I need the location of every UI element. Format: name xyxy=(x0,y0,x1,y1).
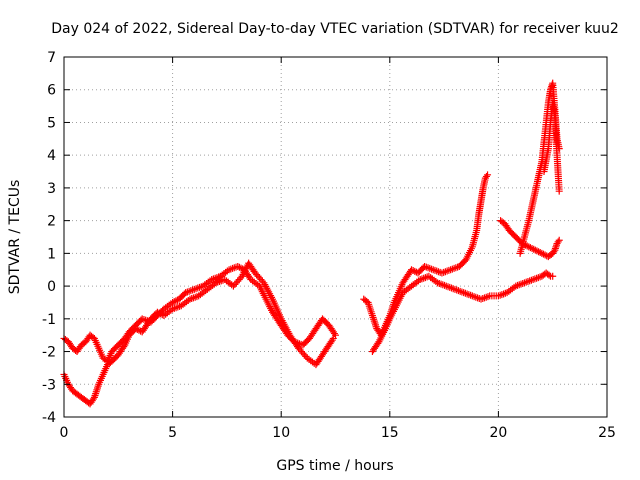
y-tick-label: -4 xyxy=(42,410,56,426)
data-point xyxy=(554,238,562,246)
y-tick-label: 6 xyxy=(47,83,56,99)
data-point xyxy=(535,248,543,256)
data-point xyxy=(482,172,490,180)
chart-title: Day 024 of 2022, Sidereal Day-to-day VTE… xyxy=(51,21,619,37)
data-point xyxy=(545,271,553,279)
series-track-E xyxy=(497,217,563,261)
data-point xyxy=(526,244,534,252)
x-tick-label: 10 xyxy=(272,425,290,441)
data-point xyxy=(555,236,563,244)
data-point xyxy=(132,325,140,333)
data-point xyxy=(555,187,563,195)
data-point xyxy=(330,330,338,338)
y-tick-label: 5 xyxy=(47,115,56,131)
series-track-D xyxy=(368,269,557,356)
x-tick-label: 20 xyxy=(489,425,507,441)
data-point xyxy=(533,247,541,255)
data-point xyxy=(120,343,128,351)
data-point xyxy=(530,245,538,253)
data-point xyxy=(374,339,382,347)
y-tick-label: 7 xyxy=(47,50,56,66)
data-point xyxy=(531,246,539,254)
y-tick-label: 0 xyxy=(47,279,56,295)
x-axis-label: GPS time / hours xyxy=(276,458,393,474)
data-point xyxy=(528,244,536,252)
x-tick-label: 15 xyxy=(381,425,399,441)
data-point xyxy=(538,249,546,257)
y-tick-label: -3 xyxy=(42,377,56,393)
data-point xyxy=(153,308,161,316)
series-track-C xyxy=(360,171,492,339)
y-tick-labels: -4 -3 -2 -1 0 1 2 3 4 5 6 7 xyxy=(42,50,56,426)
data-point xyxy=(172,297,180,305)
data-point xyxy=(133,325,141,333)
data-point xyxy=(539,250,547,258)
x-tick-label: 25 xyxy=(598,425,616,441)
y-tick-label: 3 xyxy=(47,181,56,197)
y-tick-label: -2 xyxy=(42,345,56,361)
data-point xyxy=(89,395,97,403)
y-tick-label: -1 xyxy=(42,312,56,328)
x-tick-label: 0 xyxy=(60,425,69,441)
data-point xyxy=(484,171,492,179)
axis-ticks xyxy=(63,56,608,418)
data-point xyxy=(329,334,337,342)
series-track-G xyxy=(540,99,563,195)
data-point xyxy=(536,249,544,257)
data-point xyxy=(302,352,310,360)
data-point xyxy=(408,266,416,274)
plot-frame xyxy=(63,56,608,418)
x-tick-label: 5 xyxy=(168,425,177,441)
data-point xyxy=(525,243,533,251)
y-tick-label: 4 xyxy=(47,148,56,164)
data-point xyxy=(549,272,557,280)
data-point xyxy=(237,274,245,282)
y-axis-label: SDTVAR / TECUs xyxy=(7,180,23,295)
data-point xyxy=(237,264,245,272)
data-point xyxy=(550,248,558,256)
data-point xyxy=(409,267,417,275)
data-point xyxy=(234,262,242,270)
data-point xyxy=(328,336,336,344)
data-point xyxy=(169,298,177,306)
data-point xyxy=(170,298,178,306)
data-points xyxy=(60,79,563,408)
x-tick-labels: 0 5 10 15 20 25 xyxy=(60,425,616,441)
data-point xyxy=(155,309,163,317)
series-track-B xyxy=(60,259,337,408)
data-point xyxy=(235,263,243,271)
data-point xyxy=(523,242,531,250)
y-tick-label: 1 xyxy=(47,246,56,262)
y-tick-label: 2 xyxy=(47,214,56,230)
